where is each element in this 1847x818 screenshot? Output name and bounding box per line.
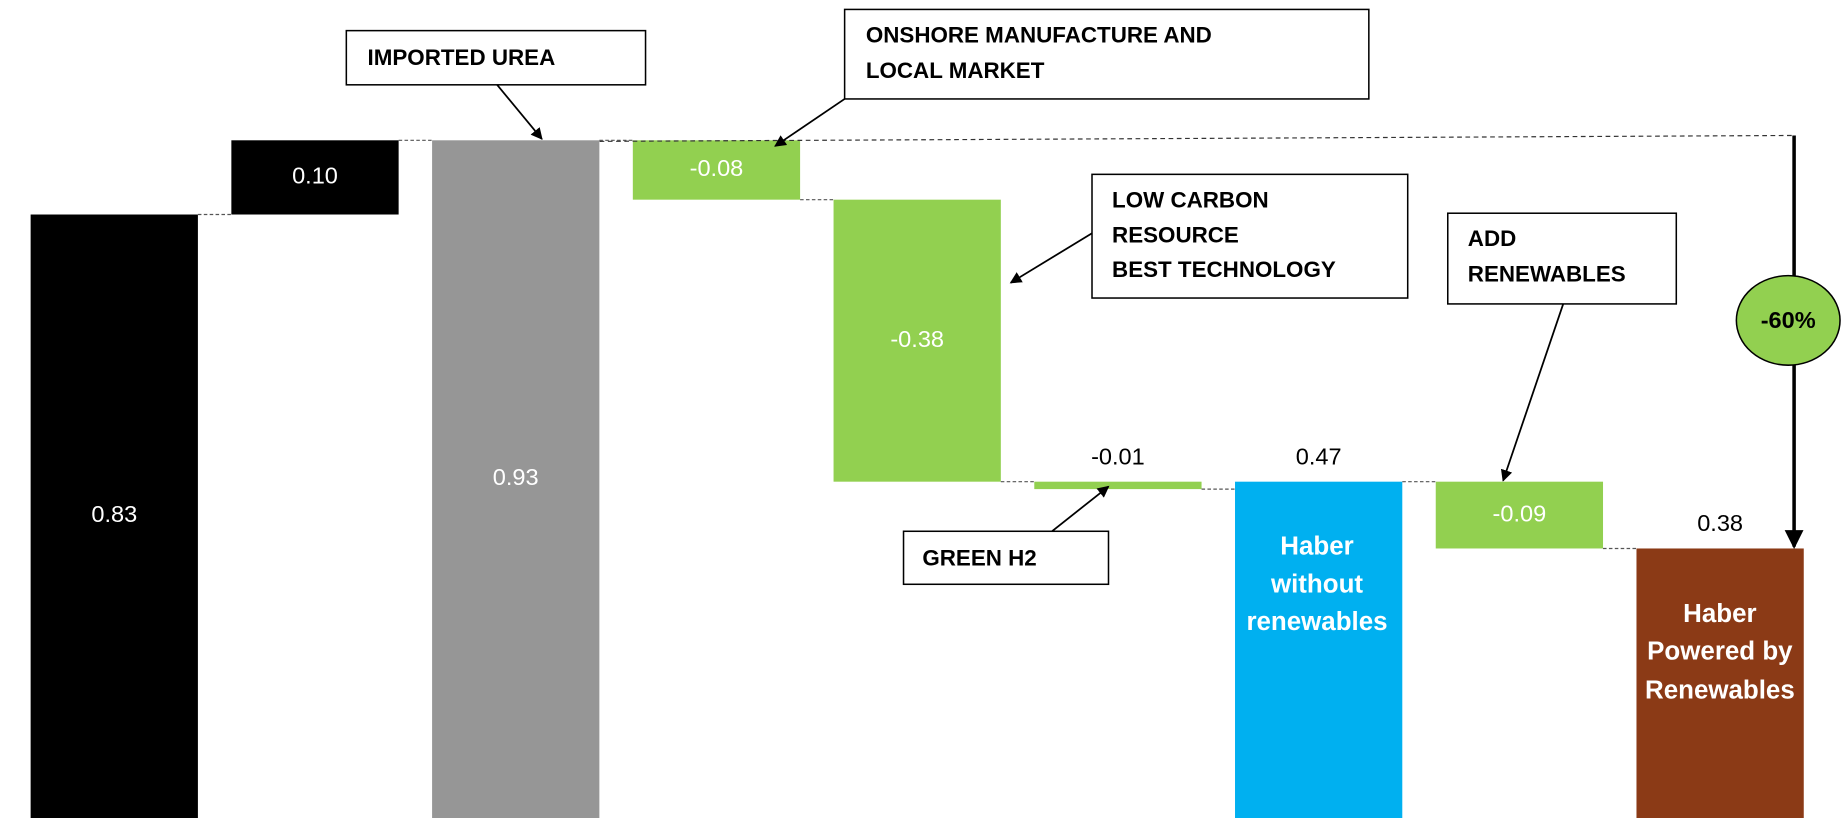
annotation-arrow — [1009, 232, 1093, 284]
bar — [432, 140, 600, 818]
bar-text: Haber — [1280, 533, 1353, 561]
bar-text: Haber — [1683, 600, 1756, 628]
annotation-text: LOCAL MARKET — [866, 58, 1045, 83]
value-label: -0.08 — [690, 155, 744, 181]
annotation-text: IMPORTED UREA — [368, 45, 556, 70]
reduction-badge — [1735, 274, 1841, 366]
bar — [30, 214, 198, 818]
value-label: 0.10 — [292, 163, 338, 189]
bar — [632, 140, 801, 200]
annotation-box — [843, 8, 1370, 100]
annotation-box — [902, 530, 1110, 586]
bar — [1636, 548, 1804, 818]
reduction-label: -60% — [1761, 307, 1816, 333]
bar — [1435, 481, 1604, 549]
annotations: -60% IMPORTED UREA ONSHORE MANUFACTURE A… — [345, 8, 1841, 704]
annotation-text: ONSHORE MANUFACTURE AND — [866, 22, 1212, 47]
annotation-box — [1091, 173, 1409, 299]
value-label: -0.01 — [1091, 443, 1145, 469]
value-label: -0.09 — [1493, 500, 1547, 526]
bar-text: without — [1270, 570, 1363, 598]
annotation-text: ADD — [1468, 226, 1516, 251]
reference-line — [599, 134, 1795, 142]
bar — [833, 199, 1001, 482]
annotation-arrow — [774, 98, 846, 147]
annotation-arrow — [1500, 303, 1565, 482]
bar-text: Powered by — [1647, 637, 1793, 665]
bar-text: renewables — [1246, 608, 1387, 636]
bar — [231, 140, 399, 215]
value-label: -0.38 — [890, 326, 944, 352]
bar-text: Renewables — [1645, 676, 1795, 704]
annotation-arrow — [496, 84, 543, 140]
annotation-text: LOW CARBON — [1112, 187, 1269, 212]
value-label: 0.83 — [91, 501, 137, 527]
annotation-text: RENEWABLES — [1468, 262, 1626, 287]
bar — [1235, 481, 1403, 818]
plot: 0.83 0.10 0.93 -0.08 -0.38 -0.01 0.47 -0.09 0.38 — [30, 139, 1804, 818]
bar — [1034, 481, 1202, 490]
value-label: 0.93 — [493, 464, 539, 490]
value-label: 0.47 — [1296, 443, 1342, 469]
annotation-text: GREEN H2 — [922, 545, 1036, 570]
annotation-arrow — [1051, 485, 1110, 532]
annotation-text: BEST TECHNOLOGY — [1112, 257, 1336, 282]
annotation-text: RESOURCE — [1112, 223, 1239, 248]
value-label: 0.38 — [1697, 510, 1743, 536]
annotation-box — [1446, 212, 1678, 305]
annotation-box — [345, 29, 647, 86]
